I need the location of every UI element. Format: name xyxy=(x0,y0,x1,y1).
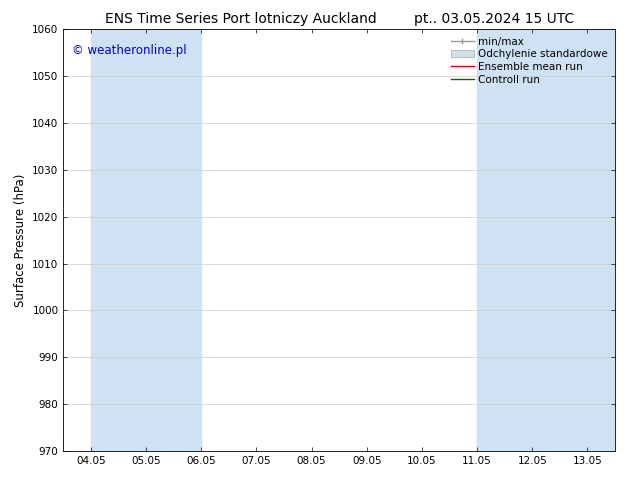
Text: © weatheronline.pl: © weatheronline.pl xyxy=(72,44,186,57)
Bar xyxy=(91,29,146,451)
Bar xyxy=(477,29,533,451)
Legend: min/max, Odchylenie standardowe, Ensemble mean run, Controll run: min/max, Odchylenie standardowe, Ensembl… xyxy=(449,35,610,87)
Bar xyxy=(533,29,588,451)
Bar xyxy=(146,29,202,451)
Text: pt.. 03.05.2024 15 UTC: pt.. 03.05.2024 15 UTC xyxy=(415,12,574,26)
Text: ENS Time Series Port lotniczy Auckland: ENS Time Series Port lotniczy Auckland xyxy=(105,12,377,26)
Bar xyxy=(588,29,615,451)
Y-axis label: Surface Pressure (hPa): Surface Pressure (hPa) xyxy=(14,173,27,307)
